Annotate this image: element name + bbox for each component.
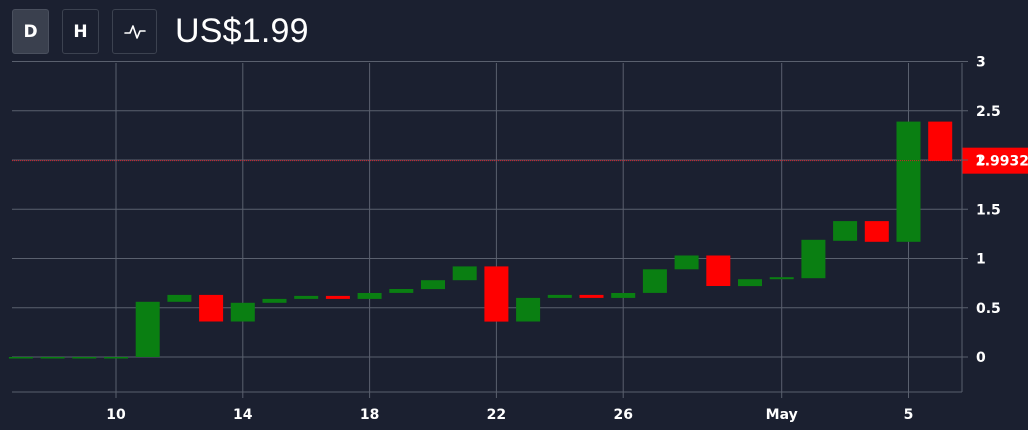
candle-down [928, 121, 953, 161]
x-tick-label: 22 [487, 407, 506, 423]
candle-up [611, 293, 636, 298]
candle-down [199, 294, 224, 322]
y-tick-label: 2.5 [976, 104, 1001, 120]
candle-up [896, 121, 921, 242]
candle-up [516, 297, 541, 322]
candle-down [706, 255, 731, 286]
x-tick-label: 10 [106, 407, 126, 423]
candle-down [579, 294, 604, 298]
y-tick-label: 3 [976, 55, 986, 71]
candle-up [230, 302, 255, 322]
candle-up [72, 357, 97, 359]
y-tick-label: 0 [976, 350, 986, 366]
candles-layer [8, 121, 953, 359]
candle-up [769, 277, 794, 280]
x-tick-label: 18 [360, 407, 379, 423]
candle-up [357, 293, 382, 299]
candle-up [135, 301, 160, 357]
y-tick-label: 1 [976, 252, 986, 268]
hourly-interval-button[interactable]: H [62, 9, 99, 54]
x-tick-label: 14 [233, 407, 253, 423]
daily-interval-button[interactable]: D [12, 9, 49, 54]
candle-up [104, 357, 128, 359]
chart-toolbar: D H US$1.99 [12, 8, 309, 55]
last-price-label-bg [962, 147, 1028, 174]
candle-up [452, 266, 477, 281]
line-chart-button[interactable] [112, 9, 157, 54]
axes-layer: 0 0.5 1 1.5 2 2.5 3 10 14 18 22 26 May 5 [12, 55, 1001, 423]
last-price-label: 1.9932 [975, 154, 1028, 170]
candle-up [833, 221, 858, 241]
candle-up [40, 357, 65, 359]
candle-up [294, 295, 319, 299]
candle-up [801, 239, 826, 279]
y-tick-label: 2 [976, 153, 986, 169]
x-tick-label: 5 [904, 407, 914, 423]
candle-up [262, 298, 287, 303]
candle-up [738, 279, 762, 287]
candle-down [325, 295, 350, 299]
x-tick-label: 26 [613, 407, 632, 423]
y-tick-label: 0.5 [976, 301, 1001, 317]
x-tick-label: May [766, 407, 798, 423]
candle-up [8, 357, 33, 359]
candle-up [674, 255, 699, 270]
candle-down [864, 221, 889, 242]
candle-up [547, 294, 572, 298]
line-chart-icon [123, 24, 146, 39]
current-price-title: US$1.99 [175, 12, 309, 50]
candle-up [642, 269, 667, 293]
y-tick-label: 1.5 [976, 202, 1001, 218]
candle-up [389, 289, 414, 293]
candle-down [484, 266, 509, 322]
candle-up [167, 294, 192, 302]
candle-up [421, 280, 445, 290]
price-line-layer: 1.9932 [12, 147, 1028, 174]
